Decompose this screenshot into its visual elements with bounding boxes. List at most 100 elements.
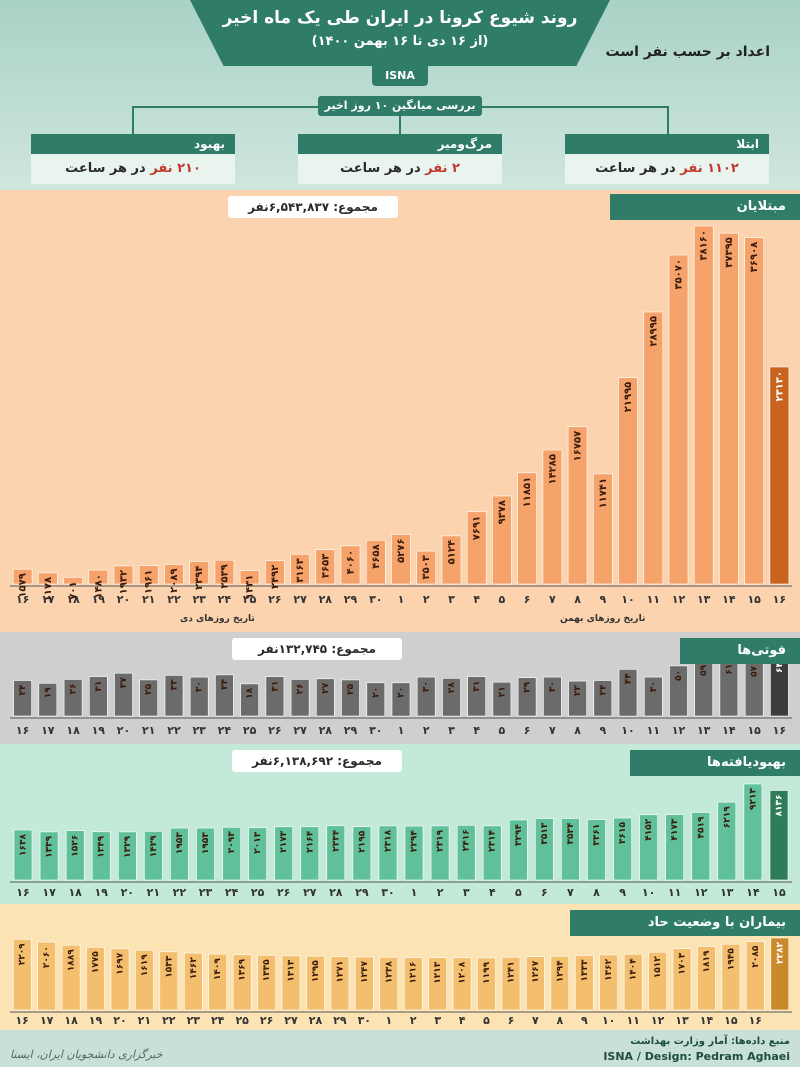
cases-data-label: ۵۲۷۶ [396, 539, 407, 563]
deaths-bar [543, 676, 562, 717]
cases-bar [37, 572, 58, 585]
deaths-bar [215, 674, 234, 717]
deaths-tick-label: ۱۷ [41, 724, 55, 737]
cases-tick-label: ۲ [423, 593, 430, 606]
cases-tick-label: ۱۱ [647, 593, 660, 606]
recovery-bar [404, 825, 424, 881]
icu-tick-label: ۳ [434, 1014, 441, 1027]
deaths-tick-label: ۱۲ [672, 724, 686, 737]
recovery-bar [118, 831, 137, 881]
deaths-tick-label: ۴ [473, 724, 480, 737]
deaths-bar [315, 678, 335, 717]
cases-tick-label: ۵ [499, 593, 506, 606]
deaths-data-label: ۲۹ [523, 681, 533, 692]
icu-tick-label: ۱۴ [700, 1014, 714, 1027]
cases-bar [517, 472, 537, 585]
icu-data-label: ۱۴۰۹ [213, 958, 223, 980]
recovery-tick-label: ۱۶ [16, 886, 29, 899]
icu-bar [61, 944, 81, 1011]
deaths-tick-label: ۱۳ [697, 724, 711, 737]
icu-tick-label: ۱۶ [15, 1014, 28, 1027]
icu-bar [12, 938, 32, 1011]
avg-cases-label: ابتلا [565, 134, 769, 154]
icu-bar [501, 956, 521, 1011]
cases-data-label: ۳۱۶۳ [295, 558, 306, 582]
icu-bar [526, 956, 545, 1011]
cases-data-label: ۴۰۶۰ [346, 550, 357, 574]
recovery-data-label: ۶۲۱۹ [722, 806, 732, 828]
deaths-tick-label: ۱۸ [66, 724, 80, 737]
icu-bar [306, 955, 325, 1011]
recovery-tick-label: ۳ [463, 886, 470, 899]
cases-tick-label: ۲۲ [167, 593, 181, 606]
icu-data-label: ۱۳۳۳ [580, 959, 590, 981]
icu-tick-label: ۲۵ [235, 1014, 249, 1027]
deaths-tick-label: ۵ [499, 724, 506, 737]
cases-data-label: ۱۱۸۵۱ [522, 477, 533, 508]
avg-recovery-label: بهبود [31, 134, 235, 154]
cases-bar [189, 561, 209, 585]
icu-data-label: ۱۹۴۵ [726, 948, 736, 970]
deaths-tick-label: ۸ [574, 724, 581, 737]
recovery-data-label: ۴۵۱۹ [696, 816, 706, 838]
recovery-tick-label: ۲۰ [121, 886, 134, 899]
recovery-data-label: ۲۲۹۴ [410, 830, 420, 852]
cases-bar [618, 377, 638, 585]
recovery-tick-label: ۶ [541, 886, 548, 899]
icu-bar [110, 948, 130, 1011]
deaths-data-label: ۱۸ [245, 687, 255, 698]
icu-tick-label: ۱ [385, 1014, 392, 1027]
deaths-data-label: ۲۴ [18, 684, 28, 695]
deaths-tick-label: ۱۵ [747, 724, 761, 737]
bahman-label: تاریخ روزهای بهمن [560, 614, 646, 624]
isna-badge: ISNA [372, 66, 428, 86]
cases-tick-label: ۱ [398, 593, 405, 606]
recovery-bar [352, 826, 372, 881]
recovery-bar [378, 825, 398, 881]
icu-data-label: ۱۴۰۴ [629, 958, 639, 980]
recovery-bar [456, 825, 476, 881]
icu-data-label: ۱۳۱۳ [287, 959, 297, 981]
recovery-bar [326, 825, 346, 881]
recovery-tick-label: ۹ [619, 886, 626, 899]
recovery-data-label: ۳۲۹۴ [514, 824, 524, 846]
icu-tick-label: ۲۳ [187, 1014, 201, 1027]
recovery-tick-label: ۲۲ [173, 886, 187, 899]
deaths-data-label: ۲۳ [573, 685, 583, 696]
icu-data-label: ۱۲۶۷ [531, 960, 541, 982]
recovery-bar [717, 801, 737, 881]
connector-line [482, 106, 668, 108]
recovery-tick-label: ۲۳ [199, 886, 213, 899]
connector-line [132, 106, 134, 134]
cases-bar [12, 568, 33, 585]
icu-tick-label: ۴ [459, 1014, 466, 1027]
recovery-bar [196, 827, 215, 881]
cases-tick-label: ۲۵ [243, 593, 257, 606]
cases-tick-label: ۲۱ [142, 593, 155, 606]
cases-data-label: ۳۶۹۰۸ [749, 242, 760, 273]
cases-tick-label: ۹ [599, 593, 606, 606]
header-area: روند شیوع کرونا در ایران طی یک ماه اخیر … [0, 0, 800, 190]
cases-tick-label: ۸ [574, 593, 581, 606]
cases-panel: ۱۵۷۹ ۱۶ ۱۱۷۸ ۱۷ ۷۰۱ ۱۸ ۱۴۸۰ ۱۹ ۱۹۳۲ ۲۰ ۱۹۶۱ ۲۱ ۲۰۸۹ ۲… [0, 190, 800, 632]
recovery-bar [170, 827, 189, 881]
recovery-tick-label: ۱ [411, 886, 418, 899]
icu-tick-label: ۷ [532, 1014, 539, 1027]
icu-data-label: ۱۷۷۵ [91, 951, 101, 973]
cases-data-label: ۲۳۱۳۰ [774, 371, 785, 402]
icu-bar [648, 951, 667, 1011]
icu-data-label: ۱۸۸۹ [67, 949, 77, 971]
deaths-tick-label: ۲۲ [167, 724, 181, 737]
icu-tick-label: ۹ [581, 1014, 588, 1027]
recovery-tick-label: ۲۹ [355, 886, 369, 899]
icu-bar [159, 951, 179, 1011]
cases-tick-label: ۳ [448, 593, 455, 606]
recovery-data-label: ۲۳۱۸ [384, 829, 394, 851]
icu-bar [745, 941, 765, 1011]
recovery-bar [300, 826, 320, 881]
cases-bar [668, 254, 689, 585]
avg-cases-suffix: در هر ساعت [595, 161, 681, 176]
cases-tick-label: ۱۶ [16, 593, 29, 606]
icu-bar [86, 946, 105, 1011]
avg-recovery-box: بهبود ۲۱۰ نفر در هر ساعت [31, 134, 235, 184]
